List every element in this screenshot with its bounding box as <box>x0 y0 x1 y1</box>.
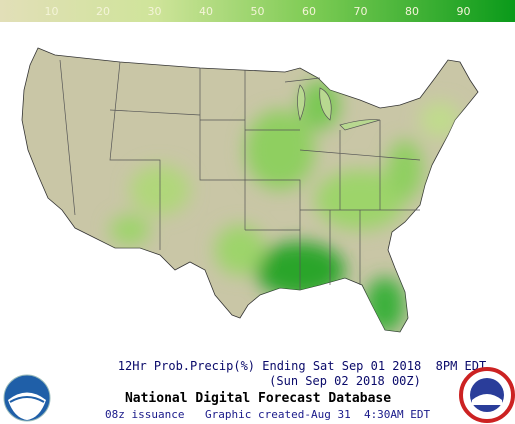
colorbar: 10 20 30 40 50 60 70 80 90 <box>0 0 515 22</box>
caption-subline: (Sun Sep 02 2018 00Z) <box>269 374 421 388</box>
colorbar-tick-label: 20 <box>96 5 110 18</box>
colorbar-tick-label: 70 <box>354 5 368 18</box>
colorbar-tick-label: 10 <box>45 5 59 18</box>
caption-title: National Digital Forecast Database <box>125 391 391 406</box>
noaa-logo <box>3 374 51 422</box>
colorbar-tick-label: 30 <box>148 5 162 18</box>
great-lakes <box>284 77 381 131</box>
colorbar-tick-label: 90 <box>457 5 471 18</box>
issuance: 08z issuance <box>105 408 184 421</box>
created: Graphic created-Aug 31 4:30AM EDT <box>205 408 431 421</box>
nws-logo <box>459 367 515 423</box>
colorbar-tick-label: 60 <box>302 5 316 18</box>
colorbar-gradient <box>0 0 515 22</box>
colorbar-tick-label: 80 <box>405 5 419 18</box>
map <box>21 47 479 333</box>
colorbar-tick-label: 40 <box>199 5 213 18</box>
state-lines <box>59 59 421 290</box>
caption-line: 12Hr Prob.Precip(%) Ending Sat Sep 01 20… <box>118 359 486 373</box>
colorbar-tick-label: 50 <box>251 5 265 18</box>
